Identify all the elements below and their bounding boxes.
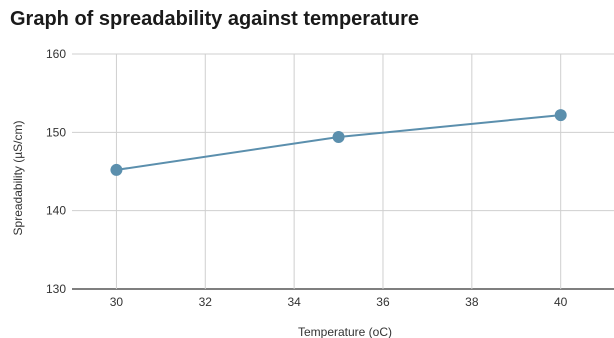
chart-title: Graph of spreadability against temperatu… [10,8,419,30]
data-series [110,109,567,176]
x-tick-label-38: 38 [465,295,479,309]
tick-labels: 130 140 150 160 30 32 34 36 38 40 [46,47,568,309]
y-axis-label: Spreadability (µS/cm) [11,121,25,236]
data-point-2 [554,109,567,122]
grid-lines [72,53,614,290]
x-tick-label-36: 36 [376,295,390,309]
data-point-0 [110,163,123,176]
x-tick-label-34: 34 [287,295,301,309]
y-tick-label-130: 130 [46,282,66,296]
y-tick-label-150: 150 [46,125,66,139]
x-axis-label: Temperature (oC) [298,325,392,338]
y-tick-label-160: 160 [46,47,66,61]
x-tick-label-30: 30 [110,295,124,309]
x-tick-label-32: 32 [199,295,213,309]
y-tick-label-140: 140 [46,204,66,218]
data-point-1 [332,131,345,144]
x-tick-label-40: 40 [554,295,568,309]
